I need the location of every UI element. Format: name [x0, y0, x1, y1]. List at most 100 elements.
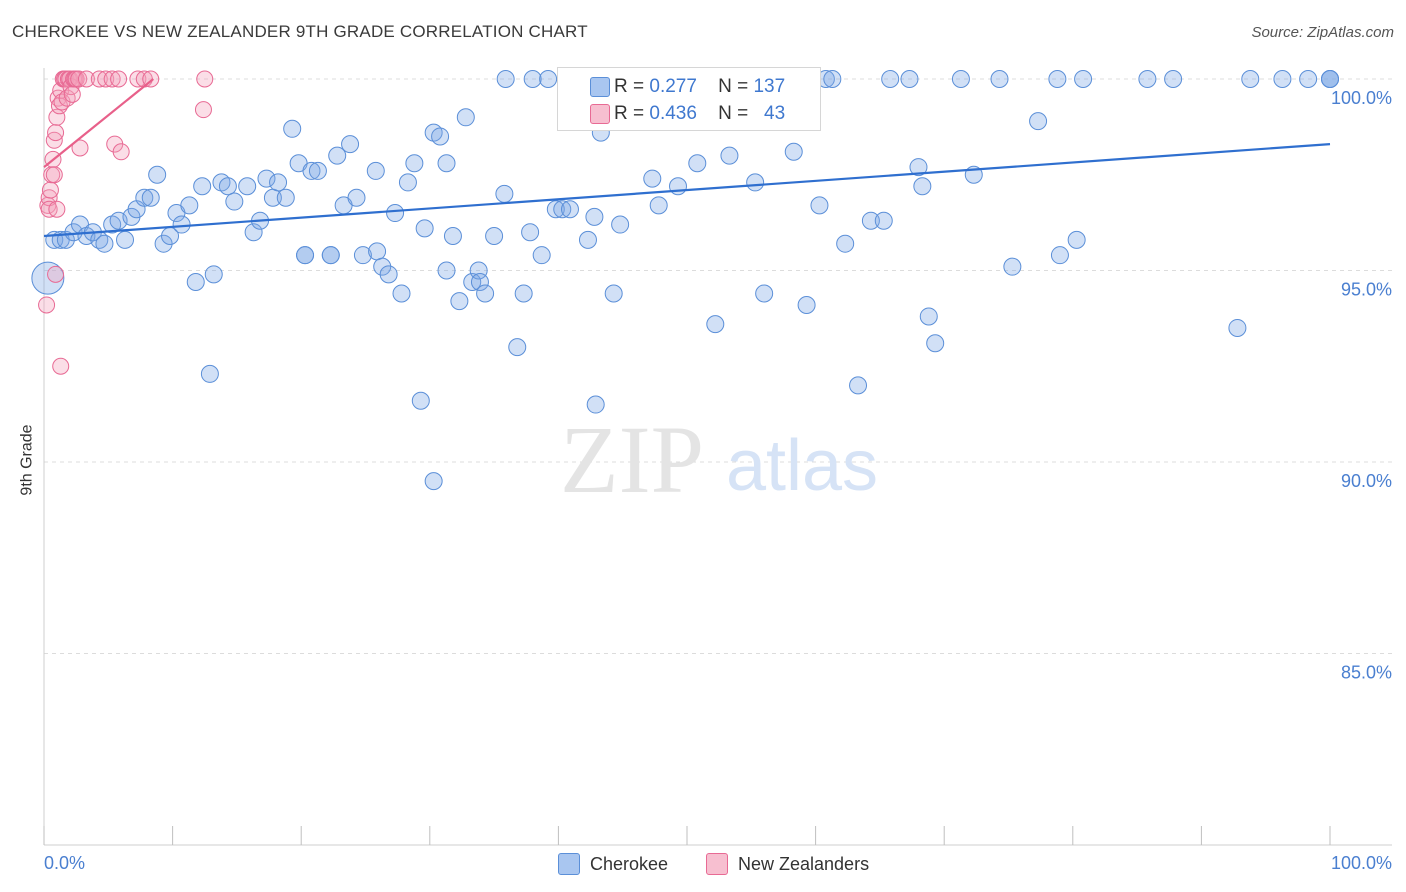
cherokee-point	[328, 146, 347, 165]
cherokee-point	[218, 177, 237, 196]
cherokee-point	[1003, 257, 1022, 276]
cherokee-point	[900, 70, 919, 88]
cherokee-point	[411, 391, 430, 410]
axes	[43, 68, 1392, 846]
cherokee-point	[604, 284, 623, 303]
cherokee-point	[373, 257, 392, 276]
cherokee-point	[539, 70, 558, 88]
bottom-legend-swatch-new-zealanders	[706, 853, 728, 875]
cherokee-point	[909, 158, 928, 177]
cherokee-point	[437, 261, 456, 280]
cherokee-point	[225, 192, 244, 211]
cherokee-point	[95, 234, 114, 253]
cherokee-point	[1321, 70, 1339, 88]
cherokee-point	[450, 292, 469, 311]
cherokee-point	[560, 200, 579, 219]
cherokee-point	[398, 173, 417, 192]
cherokee-point	[296, 246, 315, 265]
cherokee-point	[485, 227, 504, 246]
cherokee-point	[1029, 112, 1048, 131]
cherokee-point	[1228, 318, 1247, 337]
cherokee-point	[521, 223, 540, 242]
cherokee-point	[546, 200, 565, 219]
new-zealanders-point	[48, 200, 66, 218]
y-axis-label: 9th Grade	[18, 424, 36, 496]
cherokee-point	[990, 70, 1009, 88]
cherokee-point	[586, 395, 605, 414]
cherokee-point	[688, 154, 707, 173]
new-zealanders-point	[129, 70, 147, 88]
legend-n-value: 137	[753, 76, 786, 97]
bottom-legend-label-new-zealanders: New Zealanders	[738, 853, 870, 874]
cherokee-point	[951, 70, 970, 88]
cherokee-point	[585, 207, 604, 226]
legend-r-label: R =	[614, 76, 645, 97]
cherokee-point	[1050, 246, 1069, 265]
y-tick-label: 90.0%	[1341, 471, 1392, 491]
cherokee-point	[141, 188, 160, 207]
cherokee-point	[180, 196, 199, 215]
new-zealanders-point	[196, 70, 214, 88]
cherokee-point	[508, 338, 527, 357]
new-zealanders-point	[52, 357, 70, 375]
cherokee-point	[881, 70, 900, 88]
y-tick-label: 95.0%	[1341, 280, 1392, 300]
new-zealanders-point	[45, 166, 63, 184]
new-zealanders-point	[47, 265, 65, 283]
cherokee-point	[469, 261, 488, 280]
legend-row-new-zealanders: R = 0.436 N = 43	[590, 102, 786, 126]
new-zealanders-point	[41, 181, 59, 199]
legend-row-cherokee: R = 0.277 N = 137	[590, 75, 786, 99]
cherokee-point	[200, 364, 219, 383]
cherokee-point	[810, 196, 829, 215]
correlation-legend: R = 0.277 N = 137 R = 0.436 N = 43	[557, 67, 821, 131]
new-zealanders-point	[110, 70, 128, 88]
tick-labels: 100.0% 95.0% 90.0% 85.0% 0.0% 100.0%	[44, 88, 1392, 873]
cherokee-point	[431, 127, 450, 146]
y-axis-label-wrap: 9th Grade	[6, 410, 46, 510]
new-zealanders-point	[112, 143, 130, 161]
cherokee-point	[392, 284, 411, 303]
legend-swatch-cherokee	[590, 77, 610, 97]
cherokee-point	[797, 295, 816, 314]
cherokee-point	[321, 246, 340, 265]
cherokee-point	[578, 230, 597, 249]
new-zealanders-point	[47, 124, 65, 142]
cherokee-point	[523, 70, 542, 88]
cherokee-point	[437, 154, 456, 173]
cherokee-point	[553, 200, 572, 219]
cherokee-point	[496, 70, 515, 88]
cherokee-point	[1048, 70, 1067, 88]
legend-swatch-new-zealanders	[590, 104, 610, 124]
cherokee-point	[308, 161, 327, 180]
bottom-legend-swatch-cherokee	[558, 853, 580, 875]
cherokee-point	[341, 135, 360, 154]
legend-n-value: 43	[764, 103, 786, 124]
cherokee-point	[193, 177, 212, 196]
new-zealanders-point	[194, 101, 212, 119]
cherokee-point	[302, 161, 321, 180]
cherokee-point	[405, 154, 424, 173]
cherokee-point	[424, 472, 443, 491]
cherokee-point	[849, 376, 868, 395]
cherokee-point	[874, 211, 893, 230]
legend-n-label: N =	[718, 103, 749, 124]
bottom-legend-cherokee: Cherokee	[558, 852, 668, 876]
cherokee-point	[283, 119, 302, 138]
y-tick-label: 100.0%	[1331, 88, 1392, 108]
cherokee-point	[1273, 70, 1292, 88]
cherokee-point	[154, 234, 173, 253]
cherokee-point	[204, 265, 223, 284]
cherokee-point	[31, 261, 65, 295]
cherokee-point	[1074, 70, 1093, 88]
cherokee-point	[823, 70, 842, 88]
legend-n-label: N =	[718, 76, 749, 97]
new-zealanders-point	[90, 70, 108, 88]
cherokee-point	[244, 223, 263, 242]
cherokee-point	[116, 230, 135, 249]
cherokee-point	[1164, 70, 1183, 88]
cherokee-point	[926, 334, 945, 353]
data-points	[31, 70, 1339, 491]
cherokee-point	[1067, 230, 1086, 249]
cherokee-point	[755, 284, 774, 303]
